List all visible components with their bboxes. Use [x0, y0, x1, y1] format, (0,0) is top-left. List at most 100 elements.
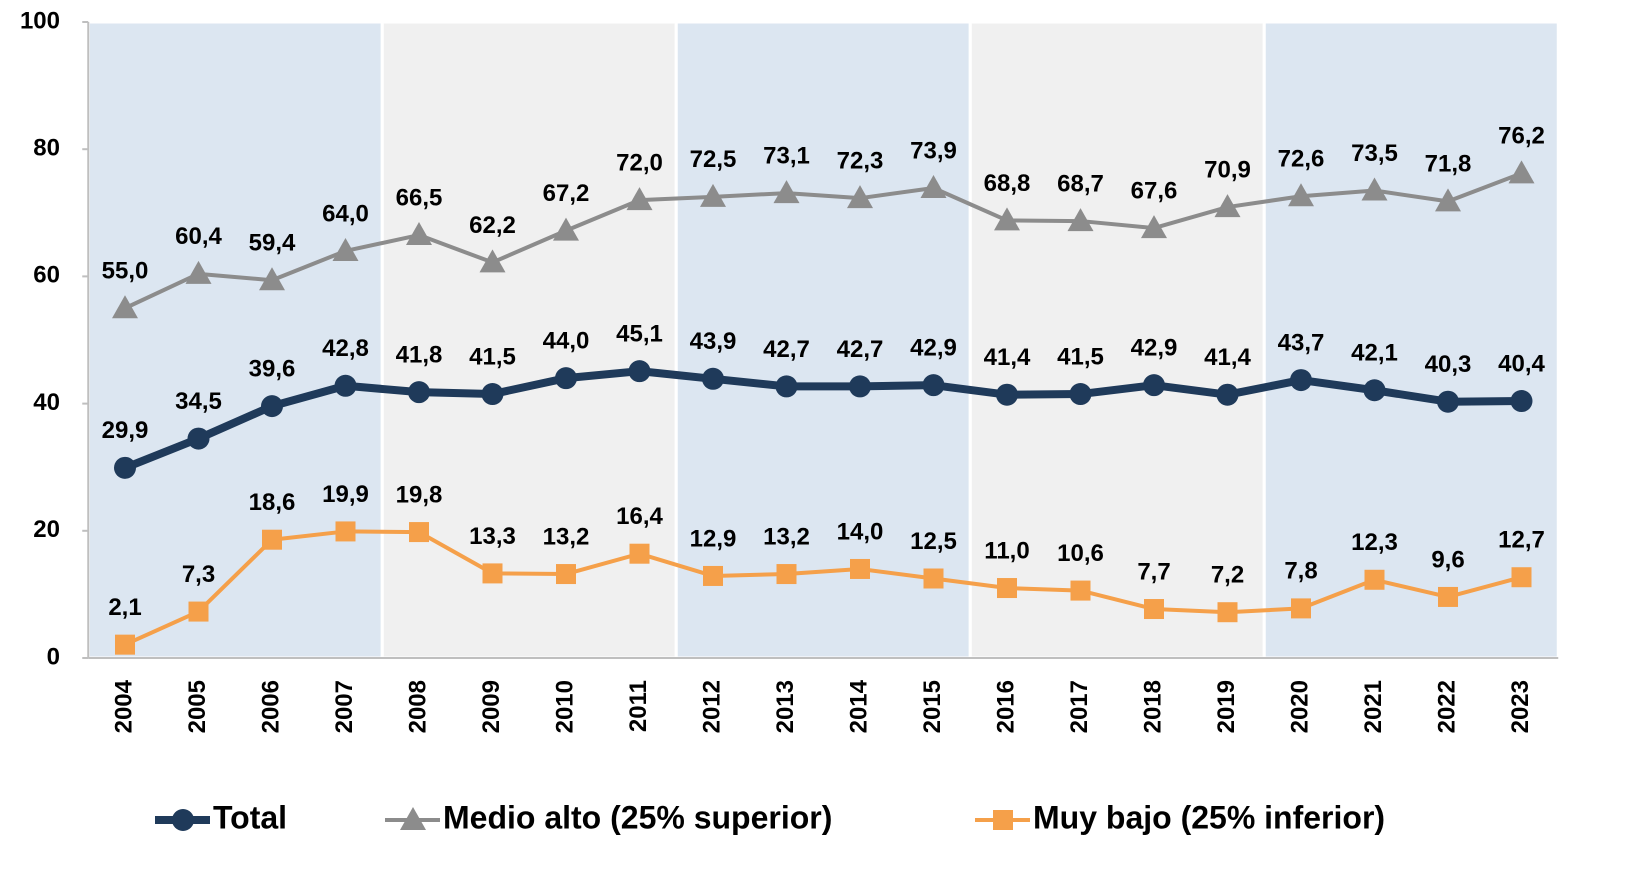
data-point: [553, 217, 579, 241]
data-label: 19,8: [396, 481, 443, 508]
data-point: [626, 187, 653, 211]
data-point: [409, 522, 429, 543]
x-tick-label: 2007: [331, 680, 358, 733]
x-tick-label: 2005: [184, 680, 211, 733]
y-tick-label: 0: [47, 643, 60, 670]
data-label: 41,5: [1057, 343, 1104, 370]
data-label: 42,9: [1131, 334, 1178, 361]
data-label: 12,9: [690, 525, 737, 552]
data-label: 72,3: [837, 148, 884, 175]
data-label: 7,7: [1137, 558, 1170, 585]
data-point: [1437, 390, 1459, 413]
data-label: 41,4: [984, 344, 1031, 371]
data-label: 13,2: [763, 523, 810, 550]
data-label: 42,8: [322, 335, 369, 362]
data-point: [1291, 598, 1311, 619]
data-point: [1070, 580, 1091, 601]
data-point: [700, 183, 726, 207]
legend-marker: [993, 810, 1013, 830]
data-label: 66,5: [396, 184, 443, 211]
data-point: [1361, 177, 1388, 201]
data-point: [1214, 194, 1241, 218]
data-label: 34,5: [175, 388, 222, 415]
data-point: [773, 180, 800, 204]
data-point: [1144, 599, 1164, 620]
data-label: 55,0: [102, 258, 149, 285]
data-point: [185, 260, 212, 284]
data-point: [406, 222, 432, 246]
data-point: [702, 367, 724, 390]
data-label: 68,7: [1057, 170, 1104, 197]
data-point: [1143, 374, 1165, 397]
data-point: [1069, 383, 1092, 406]
x-tick-label: 2016: [992, 680, 1019, 733]
data-label: 7,8: [1284, 558, 1317, 585]
data-point: [850, 558, 870, 579]
data-label: 29,9: [102, 417, 149, 444]
data-point: [1363, 379, 1386, 402]
data-point: [555, 367, 577, 390]
y-tick-label: 20: [33, 516, 60, 543]
legend-label: Total: [213, 799, 287, 835]
legend-marker: [172, 809, 194, 831]
data-point: [334, 374, 357, 397]
data-point: [112, 295, 138, 319]
data-label: 45,1: [616, 321, 663, 348]
data-label: 73,1: [763, 142, 810, 169]
x-tick-label: 2022: [1433, 680, 1460, 733]
data-point: [1288, 183, 1314, 207]
data-label: 72,6: [1278, 146, 1325, 173]
data-point: [629, 543, 650, 564]
data-point: [1438, 586, 1458, 607]
background-band: [86, 20, 384, 660]
data-label: 73,5: [1351, 140, 1398, 167]
data-label: 41,8: [396, 341, 443, 368]
x-tick-label: 2023: [1507, 680, 1534, 733]
data-point: [1435, 188, 1461, 212]
x-tick-label: 2012: [698, 680, 725, 733]
x-tick-label: 2014: [845, 679, 872, 733]
data-point: [262, 529, 282, 550]
data-label: 44,0: [543, 328, 590, 355]
data-point: [923, 568, 944, 589]
data-point: [997, 578, 1017, 599]
data-label: 62,2: [469, 212, 516, 239]
data-point: [920, 174, 947, 198]
data-label: 40,4: [1498, 350, 1545, 377]
data-label: 9,6: [1431, 546, 1464, 573]
data-label: 13,3: [469, 523, 516, 550]
x-tick-label: 2004: [110, 679, 137, 733]
data-label: 42,7: [763, 336, 810, 363]
background-band: [380, 20, 678, 660]
data-point: [775, 375, 798, 398]
data-label: 70,9: [1204, 156, 1251, 183]
data-label: 71,8: [1425, 151, 1472, 178]
x-tick-label: 2008: [404, 680, 431, 733]
y-tick-label: 80: [33, 135, 60, 162]
data-point: [1511, 567, 1532, 588]
data-point: [261, 395, 283, 418]
data-point: [994, 207, 1020, 231]
legend-marker: [400, 807, 426, 830]
y-tick-label: 60: [33, 262, 60, 289]
data-label: 60,4: [175, 223, 222, 250]
data-label: 43,7: [1278, 329, 1325, 356]
data-point: [188, 601, 209, 622]
data-label: 12,5: [910, 528, 957, 555]
data-label: 2,1: [108, 594, 141, 621]
data-label: 39,6: [249, 355, 296, 382]
data-point: [187, 427, 210, 450]
x-tick-label: 2010: [551, 680, 578, 733]
data-point: [332, 237, 359, 261]
data-point: [628, 360, 651, 383]
data-label: 18,6: [249, 489, 296, 516]
data-point: [849, 375, 871, 398]
data-label: 67,6: [1131, 177, 1178, 204]
data-point: [479, 249, 506, 273]
data-point: [1510, 390, 1533, 413]
data-label: 76,2: [1498, 123, 1545, 150]
y-tick-label: 40: [33, 389, 60, 416]
data-point: [1364, 569, 1385, 590]
data-label: 7,3: [182, 561, 215, 588]
